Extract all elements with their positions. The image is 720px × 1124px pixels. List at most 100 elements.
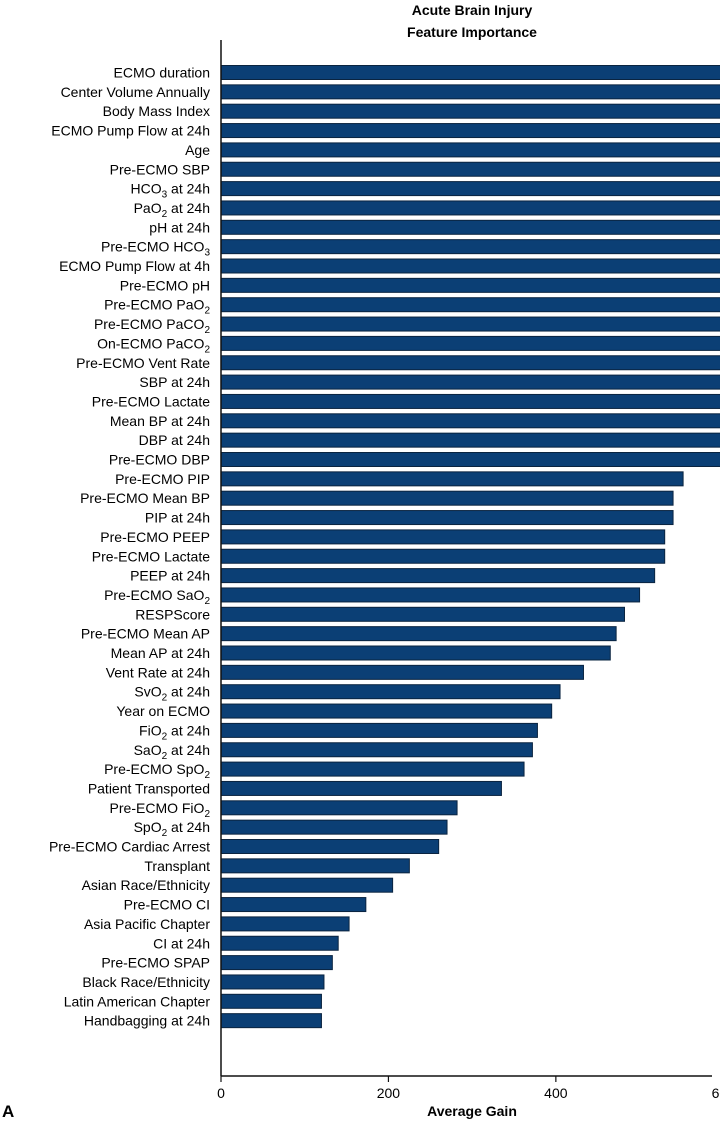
bar bbox=[220, 335, 720, 351]
bar bbox=[220, 548, 666, 564]
bar bbox=[220, 780, 502, 796]
category-label: Pre-ECMO Vent Rate bbox=[76, 355, 210, 371]
bar bbox=[220, 316, 720, 332]
category-label: Pre-ECMO PEEP bbox=[100, 529, 210, 545]
bar bbox=[220, 935, 339, 951]
bar bbox=[220, 393, 720, 409]
bar bbox=[220, 277, 720, 293]
bar bbox=[220, 239, 720, 255]
category-label: Black Race/Ethnicity bbox=[82, 974, 210, 990]
bar bbox=[220, 181, 720, 197]
x-tick-label: 400 bbox=[544, 1085, 568, 1101]
bar bbox=[220, 510, 674, 526]
x-tick-label: 0 bbox=[217, 1085, 225, 1101]
bar bbox=[220, 452, 720, 467]
category-label: Transplant bbox=[144, 858, 210, 874]
category-label: SaO2​ at 24h bbox=[134, 742, 210, 762]
category-label: Pre-ECMO PaO2​ bbox=[104, 297, 210, 317]
category-label: Asia Pacific Chapter bbox=[84, 916, 210, 932]
x-tick-label: 200 bbox=[377, 1085, 401, 1101]
category-label: Pre-ECMO PaCO2​ bbox=[94, 316, 210, 336]
bar bbox=[220, 490, 674, 506]
category-label: Pre-ECMO pH bbox=[120, 277, 210, 293]
bar bbox=[220, 200, 720, 216]
bar bbox=[220, 839, 440, 854]
bar bbox=[220, 974, 325, 990]
bar bbox=[220, 355, 720, 371]
bar bbox=[220, 587, 641, 603]
bar bbox=[220, 819, 448, 835]
bar bbox=[220, 374, 720, 390]
chart-title: Acute Brain Injury bbox=[412, 2, 533, 18]
category-label: SvO2​ at 24h bbox=[134, 684, 210, 704]
axes-group: 0200400600800100012001400 bbox=[217, 40, 720, 1101]
bar bbox=[220, 858, 410, 874]
bar bbox=[220, 258, 720, 274]
category-label: Pre-ECMO Mean BP bbox=[80, 490, 210, 506]
bar bbox=[220, 606, 625, 622]
category-label: Pre-ECMO SaO2​ bbox=[104, 587, 210, 607]
category-label: Asian Race/Ethnicity bbox=[82, 877, 210, 893]
category-label: ECMO Pump Flow at 4h bbox=[59, 258, 210, 274]
bar bbox=[220, 664, 584, 680]
bar bbox=[220, 897, 367, 913]
bar bbox=[220, 877, 394, 893]
panel-label: A bbox=[2, 1102, 14, 1121]
category-label: Year on ECMO bbox=[116, 703, 210, 719]
category-label: Pre-ECMO SBP bbox=[110, 161, 210, 177]
category-labels-group: ECMO duration Center Volume Annually Body … bbox=[49, 65, 210, 1029]
category-label: Pre-ECMO Lactate bbox=[92, 548, 210, 564]
bar bbox=[220, 645, 611, 661]
category-label: Mean AP at 24h bbox=[111, 645, 210, 661]
bar bbox=[220, 297, 720, 313]
category-label: ECMO duration bbox=[114, 65, 210, 81]
category-label: Body Mass Index bbox=[103, 103, 210, 119]
bar bbox=[220, 800, 458, 816]
bar bbox=[220, 916, 350, 932]
category-label: CI at 24h bbox=[153, 935, 210, 951]
bar bbox=[220, 703, 553, 719]
category-label: Pre-ECMO PIP bbox=[115, 471, 210, 487]
bar bbox=[220, 529, 666, 545]
bar bbox=[220, 471, 684, 487]
x-axis-label: Average Gain bbox=[427, 1103, 517, 1119]
bar bbox=[220, 65, 720, 80]
category-label: pH at 24h bbox=[149, 219, 210, 235]
bar bbox=[220, 84, 720, 100]
category-label: DBP at 24h bbox=[139, 432, 210, 448]
x-tick-label: 600 bbox=[712, 1085, 720, 1101]
bar bbox=[220, 955, 333, 971]
bar bbox=[220, 993, 322, 1009]
bar bbox=[220, 684, 561, 700]
bar bbox=[220, 219, 720, 235]
bar bbox=[220, 432, 720, 448]
category-label: PIP at 24h bbox=[145, 510, 210, 526]
category-label: PEEP at 24h bbox=[130, 568, 210, 584]
category-label: Latin American Chapter bbox=[64, 993, 211, 1009]
category-label: Pre-ECMO SPAP bbox=[101, 955, 210, 971]
chart-subtitle: Feature Importance bbox=[407, 24, 537, 40]
category-label: Pre-ECMO Lactate bbox=[92, 393, 210, 409]
category-label: Pre-ECMO FiO2​ bbox=[110, 800, 211, 820]
bar bbox=[220, 142, 720, 158]
category-label: Pre-ECMO CI bbox=[124, 897, 210, 913]
bar bbox=[220, 722, 538, 738]
bar bbox=[220, 103, 720, 119]
category-label: Pre-ECMO HCO3​ bbox=[101, 239, 210, 259]
category-label: SpO2​ at 24h bbox=[134, 819, 210, 839]
category-label: Handbagging at 24h bbox=[84, 1013, 210, 1029]
bar bbox=[220, 742, 533, 758]
bar bbox=[220, 761, 525, 777]
category-label: HCO3​ at 24h bbox=[130, 181, 210, 201]
bar bbox=[220, 161, 720, 177]
category-label: Pre-ECMO SpO2​ bbox=[104, 761, 210, 781]
category-label: Pre-ECMO DBP bbox=[109, 452, 210, 468]
category-label: Center Volume Annually bbox=[61, 84, 210, 100]
category-label: SBP at 24h bbox=[139, 374, 210, 390]
category-label: PaO2​ at 24h bbox=[134, 200, 210, 220]
category-label: Pre-ECMO Cardiac Arrest bbox=[49, 839, 210, 855]
bar bbox=[220, 123, 720, 139]
bars-group bbox=[220, 65, 720, 1029]
category-label: Age bbox=[185, 142, 210, 158]
